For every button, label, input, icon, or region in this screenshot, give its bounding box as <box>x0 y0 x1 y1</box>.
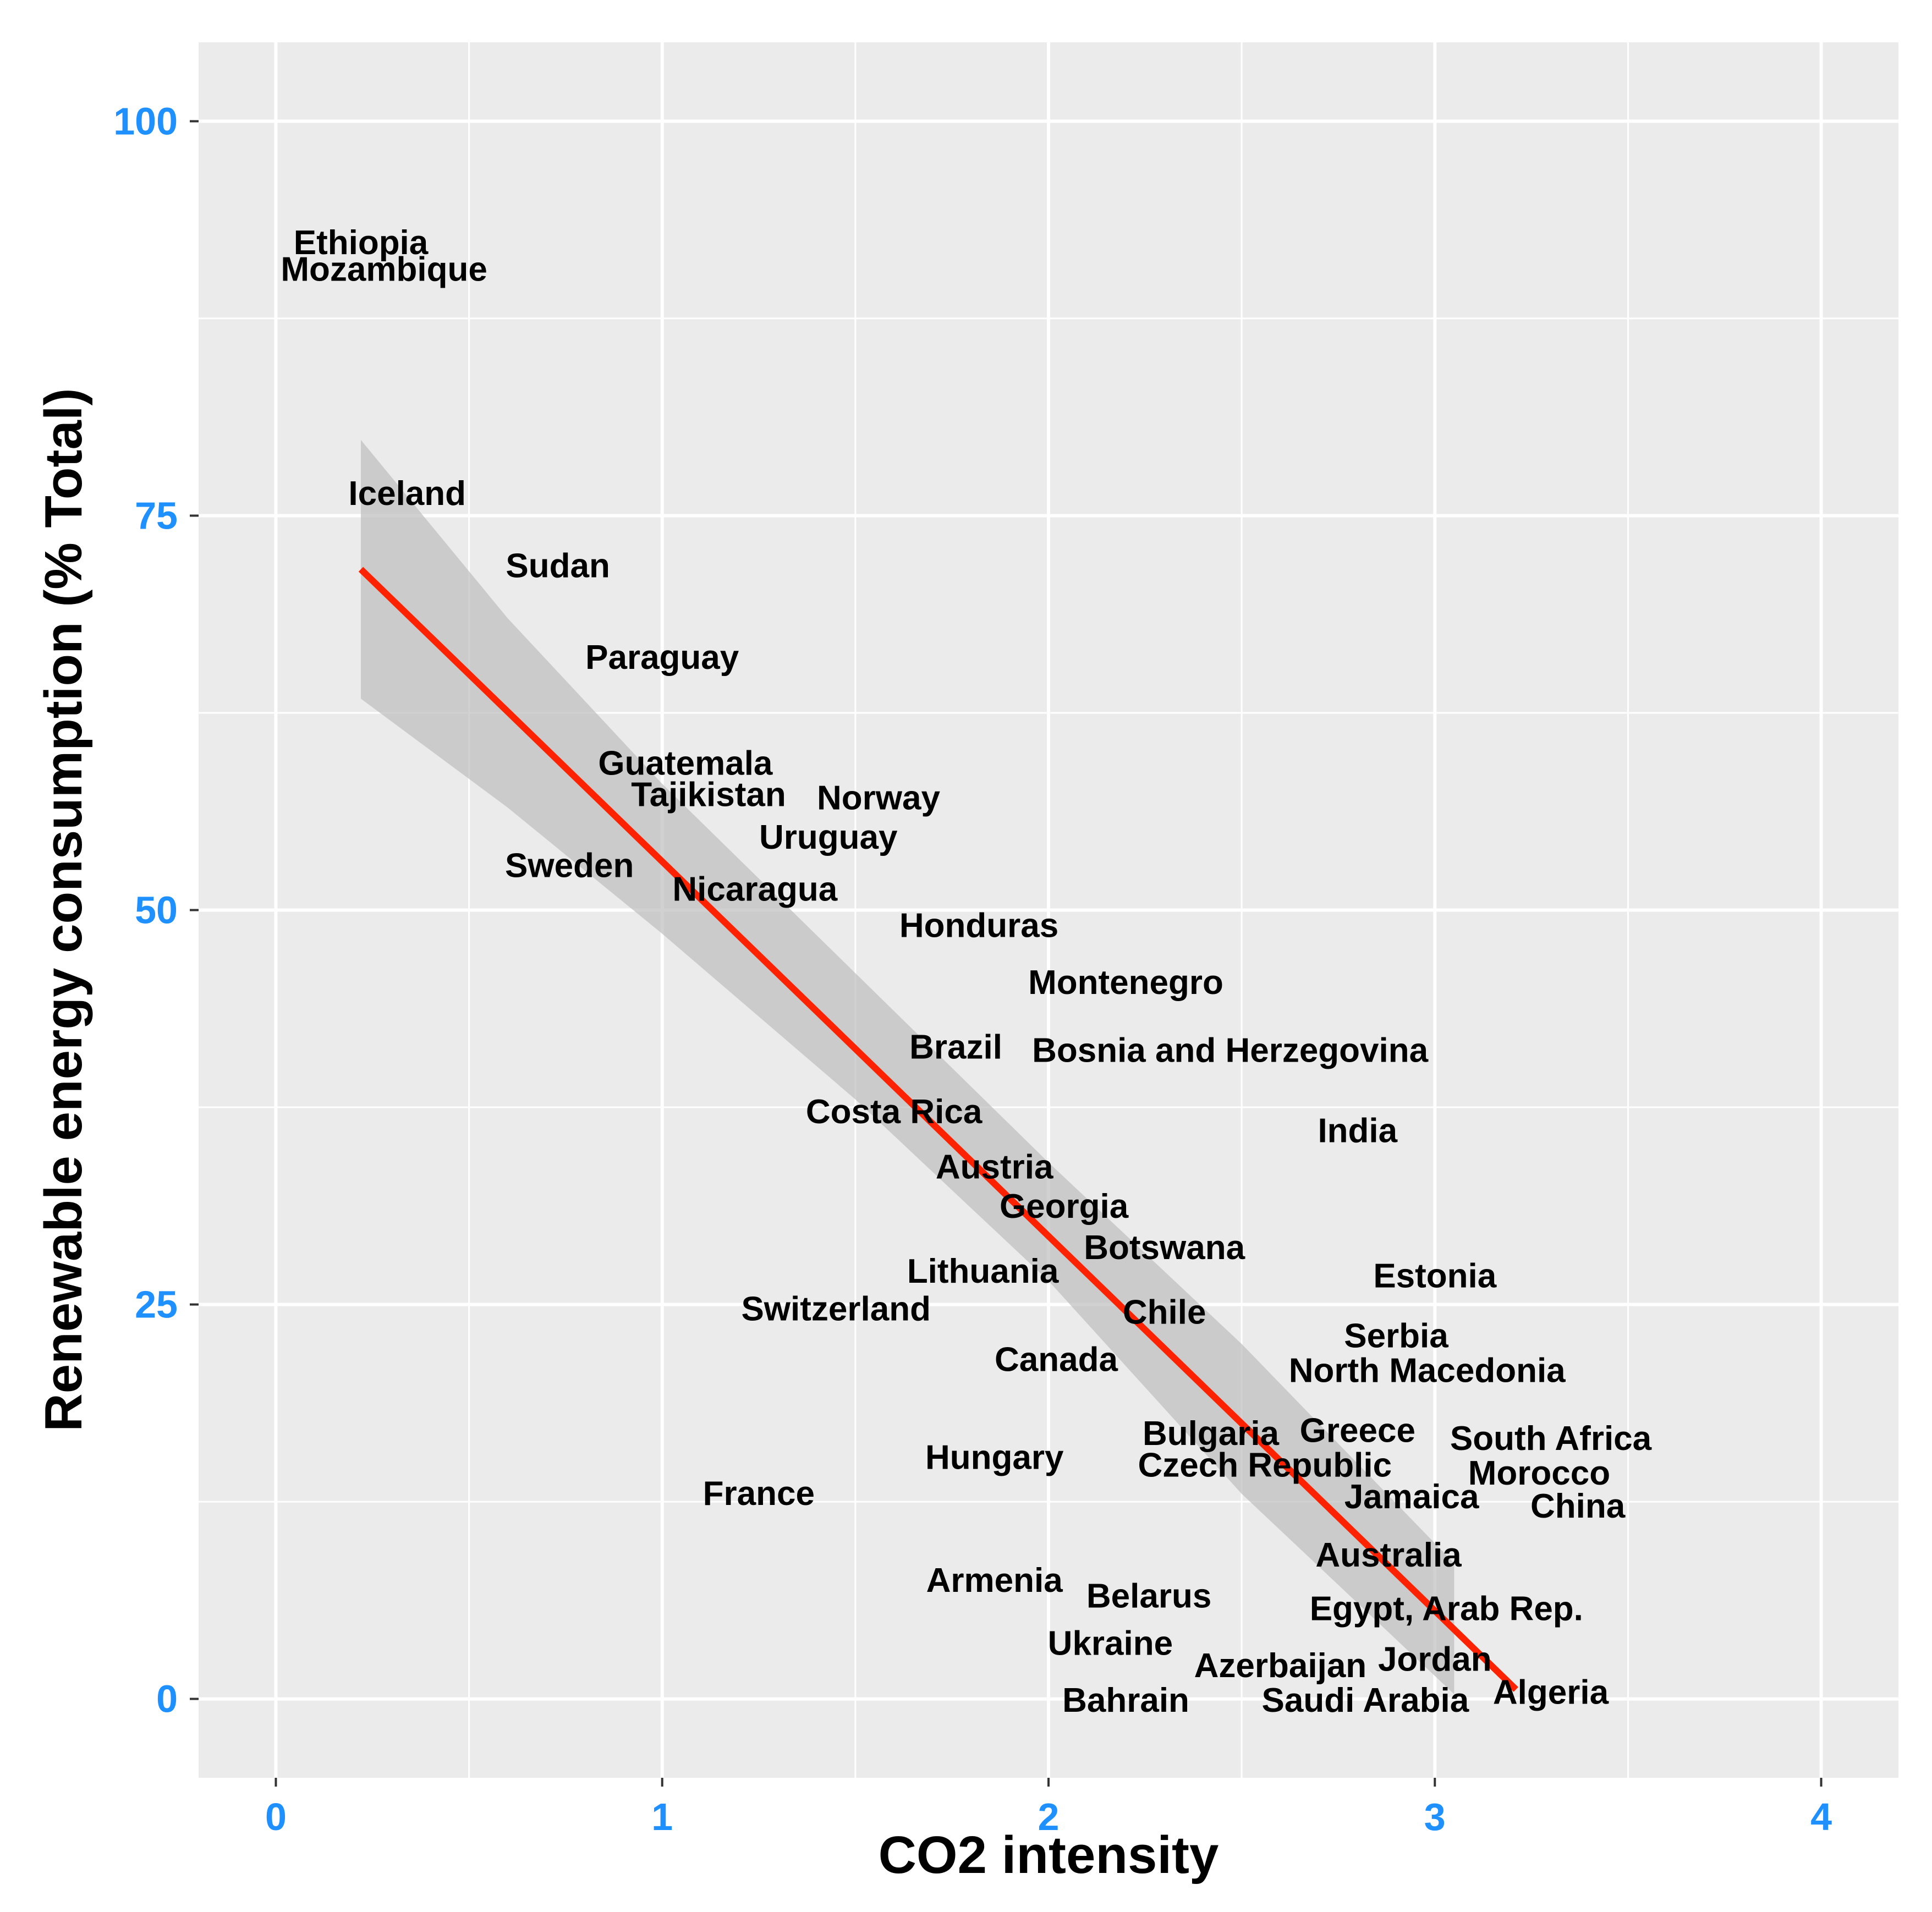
point-label-lithuania: Lithuania <box>907 1252 1059 1290</box>
point-label-bosnia-and-herzegovina: Bosnia and Herzegovina <box>1032 1031 1429 1069</box>
point-label-montenegro: Montenegro <box>1028 964 1223 1002</box>
y-tick-label: 50 <box>135 889 178 932</box>
point-label-north-macedonia: North Macedonia <box>1289 1352 1566 1390</box>
point-label-canada: Canada <box>995 1340 1118 1378</box>
point-label-switzerland: Switzerland <box>741 1290 931 1328</box>
point-label-costa-rica: Costa Rica <box>806 1093 983 1131</box>
point-label-ethiopia: Ethiopia <box>294 224 429 262</box>
confidence-ribbon <box>361 439 1455 1694</box>
point-label-azerbaijan: Azerbaijan <box>1194 1647 1367 1685</box>
point-label-mozambique: Mozambique <box>281 251 487 289</box>
point-label-jordan: Jordan <box>1378 1640 1492 1678</box>
point-label-south-africa: South Africa <box>1450 1420 1652 1458</box>
point-label-nicaragua: Nicaragua <box>672 871 837 909</box>
regression-line <box>358 567 1518 1692</box>
point-label-australia: Australia <box>1315 1536 1462 1574</box>
point-label-bahrain: Bahrain <box>1062 1682 1189 1719</box>
y-axis-title: Renewable energy consumption (% Total) <box>34 388 93 1431</box>
x-axis-title: CO2 intensity <box>879 1826 1219 1884</box>
point-label-chile: Chile <box>1123 1293 1206 1331</box>
point-label-georgia: Georgia <box>1000 1188 1129 1226</box>
point-label-greece: Greece <box>1300 1412 1415 1450</box>
point-label-tajikistan: Tajikistan <box>631 776 786 814</box>
point-label-india: India <box>1318 1112 1397 1150</box>
y-tick-label: 25 <box>135 1283 178 1326</box>
y-tick-label: 100 <box>113 100 178 142</box>
point-label-honduras: Honduras <box>899 907 1058 945</box>
point-label-belarus: Belarus <box>1086 1578 1211 1616</box>
point-label-algeria: Algeria <box>1493 1674 1609 1712</box>
point-label-china: China <box>1530 1487 1626 1525</box>
point-label-guatemala: Guatemala <box>598 744 773 782</box>
point-label-morocco: Morocco <box>1468 1454 1610 1492</box>
y-axis-ticks: 0 25 50 75 100 <box>113 100 199 1721</box>
point-label-sudan: Sudan <box>506 547 610 585</box>
y-tick-label: 0 <box>156 1678 178 1721</box>
x-axis-ticks: 0 1 2 3 4 <box>265 1778 1832 1838</box>
x-tick-label: 1 <box>651 1795 673 1838</box>
point-label-paraguay: Paraguay <box>585 639 739 677</box>
x-tick-label: 4 <box>1810 1795 1832 1838</box>
point-label-brazil: Brazil <box>909 1029 1002 1067</box>
point-label-bulgaria: Bulgaria <box>1143 1415 1280 1453</box>
y-tick-label: 75 <box>135 494 178 537</box>
point-label-armenia: Armenia <box>926 1562 1063 1600</box>
point-label-jamaica: Jamaica <box>1344 1478 1479 1516</box>
point-label-botswana: Botswana <box>1084 1229 1245 1267</box>
point-label-egypt-arab-rep: Egypt, Arab Rep. <box>1310 1590 1583 1628</box>
point-label-serbia: Serbia <box>1344 1317 1448 1355</box>
point-label-estonia: Estonia <box>1373 1257 1496 1295</box>
point-label-norway: Norway <box>817 779 940 817</box>
x-tick-label: 2 <box>1038 1795 1060 1838</box>
x-tick-label: 0 <box>265 1795 287 1838</box>
point-label-iceland: Iceland <box>348 475 466 513</box>
point-label-saudi-arabia: Saudi Arabia <box>1262 1682 1469 1719</box>
point-label-austria: Austria <box>936 1149 1053 1186</box>
point-label-france: France <box>703 1475 815 1513</box>
point-label-ukraine: Ukraine <box>1048 1625 1173 1663</box>
point-label-sweden: Sweden <box>505 847 634 885</box>
point-label-czech-republic: Czech Republic <box>1138 1447 1392 1485</box>
x-tick-label: 3 <box>1424 1795 1446 1838</box>
point-label-uruguay: Uruguay <box>759 818 898 856</box>
point-label-hungary: Hungary <box>925 1438 1064 1476</box>
